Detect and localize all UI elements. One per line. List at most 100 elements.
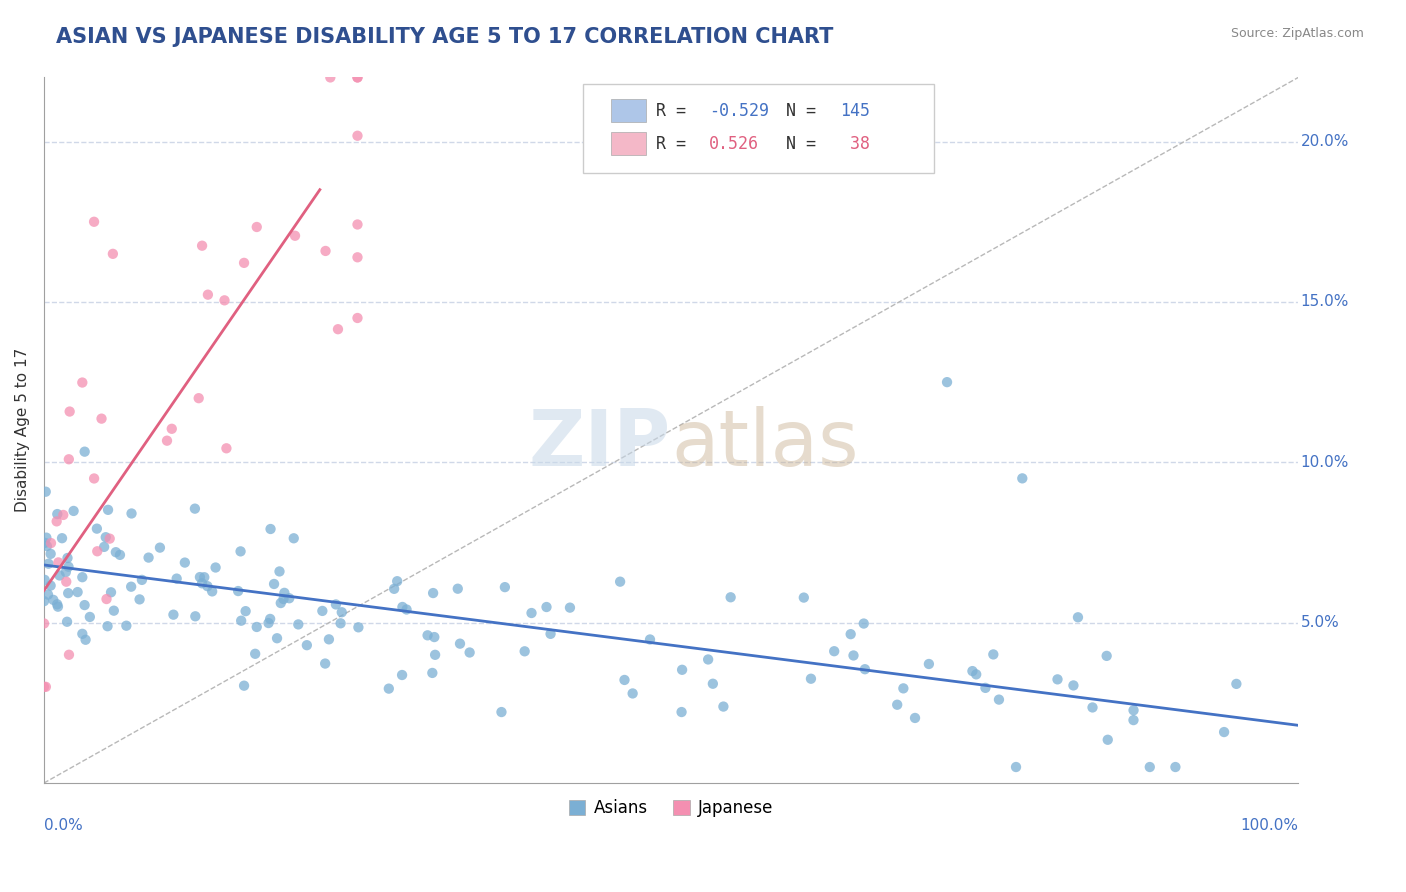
Point	[72, 376, 94, 390]
Text: -0.529: -0.529	[709, 102, 769, 120]
Point	[491, 705, 513, 719]
Point	[346, 310, 368, 325]
Point	[346, 70, 368, 85]
Point	[215, 442, 238, 456]
Point	[39, 547, 62, 561]
Point	[613, 673, 636, 687]
Text: N =: N =	[786, 135, 827, 153]
Point	[166, 572, 188, 586]
Point	[188, 570, 211, 584]
Point	[235, 604, 257, 618]
Point	[96, 619, 118, 633]
Point	[346, 70, 368, 85]
Point	[115, 618, 138, 632]
Point	[325, 598, 347, 612]
Point	[720, 591, 742, 605]
Point	[314, 657, 336, 671]
Point	[35, 531, 58, 545]
Point	[886, 698, 908, 712]
Point	[90, 411, 112, 425]
FancyBboxPatch shape	[583, 85, 935, 173]
Point	[295, 638, 318, 652]
FancyBboxPatch shape	[610, 99, 645, 122]
Point	[156, 434, 179, 448]
Point	[395, 602, 418, 616]
Point	[246, 219, 269, 234]
Text: 0.0%: 0.0%	[44, 818, 83, 833]
Point	[62, 504, 84, 518]
Point	[83, 471, 105, 485]
Point	[231, 614, 253, 628]
Point	[1062, 678, 1084, 692]
Point	[34, 573, 56, 587]
Point	[793, 591, 815, 605]
Point	[918, 657, 941, 671]
Point	[318, 632, 340, 647]
Point	[214, 293, 236, 308]
Point	[37, 588, 59, 602]
Point	[58, 648, 80, 662]
Point	[447, 582, 470, 596]
Point	[278, 591, 301, 606]
Point	[100, 585, 122, 599]
Point	[853, 662, 876, 676]
Point	[193, 570, 215, 584]
Point	[86, 522, 108, 536]
Point	[58, 559, 80, 574]
Point	[104, 545, 127, 559]
Point	[138, 550, 160, 565]
Point	[315, 244, 337, 258]
Point	[1005, 760, 1028, 774]
Point	[173, 556, 195, 570]
Point	[56, 551, 79, 566]
Point	[55, 574, 77, 589]
Point	[97, 503, 120, 517]
Point	[330, 605, 353, 619]
Point	[520, 606, 543, 620]
Point	[162, 607, 184, 622]
Point	[226, 584, 249, 599]
Point	[160, 422, 183, 436]
Point	[382, 582, 405, 596]
Text: 10.0%: 10.0%	[1301, 455, 1350, 470]
Point	[391, 599, 413, 614]
Point	[103, 604, 125, 618]
Point	[1213, 725, 1236, 739]
Point	[131, 573, 153, 587]
Point	[839, 627, 862, 641]
Point	[671, 705, 693, 719]
Point	[1095, 648, 1118, 663]
Point	[346, 128, 368, 143]
Point	[423, 648, 446, 662]
Point	[449, 637, 471, 651]
Point	[981, 648, 1004, 662]
Point	[94, 530, 117, 544]
Point	[120, 580, 142, 594]
Point	[72, 570, 94, 584]
Point	[35, 680, 58, 694]
Point	[56, 615, 79, 629]
Point	[73, 598, 96, 612]
Point	[422, 586, 444, 600]
Point	[32, 616, 55, 631]
Legend: Asians, Japanese: Asians, Japanese	[562, 793, 780, 824]
Text: 0.526: 0.526	[709, 135, 759, 153]
Text: 5.0%: 5.0%	[1301, 615, 1340, 630]
Point	[257, 615, 280, 630]
Point	[263, 577, 285, 591]
Point	[346, 250, 368, 264]
Point	[75, 632, 97, 647]
Point	[121, 507, 143, 521]
Point	[51, 531, 73, 545]
Point	[233, 256, 256, 270]
Point	[458, 646, 481, 660]
Text: R =: R =	[657, 135, 706, 153]
Point	[93, 540, 115, 554]
Point	[269, 565, 291, 579]
Point	[35, 539, 58, 553]
Point	[52, 508, 75, 522]
Point	[1046, 673, 1069, 687]
Point	[191, 576, 214, 591]
Point	[416, 628, 439, 642]
Point	[346, 218, 368, 232]
